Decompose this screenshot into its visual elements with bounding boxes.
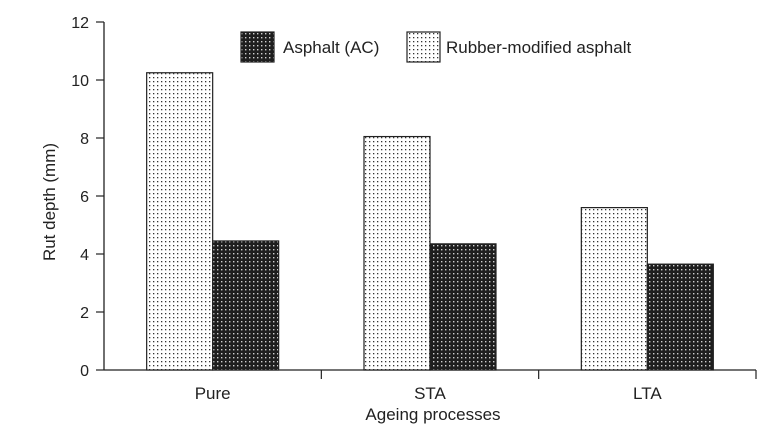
bar-rubber-modified-pure [146,72,214,371]
bar-rubber-modified-sta [363,135,431,371]
legend-label-rubber-modified: Rubber-modified asphalt [446,38,631,57]
y-tick-label: 8 [80,131,89,148]
y-tick-label: 4 [80,247,89,264]
y-tick-label: 2 [80,305,89,322]
y-axis-label: Rut depth (mm) [40,143,59,261]
y-axis-ticks: 0 2 4 6 8 10 12 [71,15,104,380]
x-axis-label: Ageing processes [365,405,500,424]
bar-asphalt-ac-lta [646,263,714,371]
legend: Asphalt (AC) Rubber-modified asphalt [240,31,631,63]
y-tick-label: 6 [80,189,89,206]
y-tick-label: 12 [71,15,89,32]
bar-rubber-modified-lta [580,207,648,371]
bar-asphalt-ac-pure [212,240,280,371]
x-tick-label: LTA [633,384,662,403]
y-tick-label: 0 [80,363,89,380]
y-tick-label: 10 [71,73,89,90]
x-axis-ticks: Pure STA LTA [195,370,757,403]
legend-swatch-asphalt-ac [240,31,275,63]
x-tick-label: Pure [195,384,231,403]
bars [146,72,714,371]
bar-asphalt-ac-sta [429,243,497,371]
legend-label-asphalt-ac: Asphalt (AC) [283,38,379,57]
x-tick-label: STA [414,384,446,403]
legend-swatch-rubber-modified [406,31,441,63]
